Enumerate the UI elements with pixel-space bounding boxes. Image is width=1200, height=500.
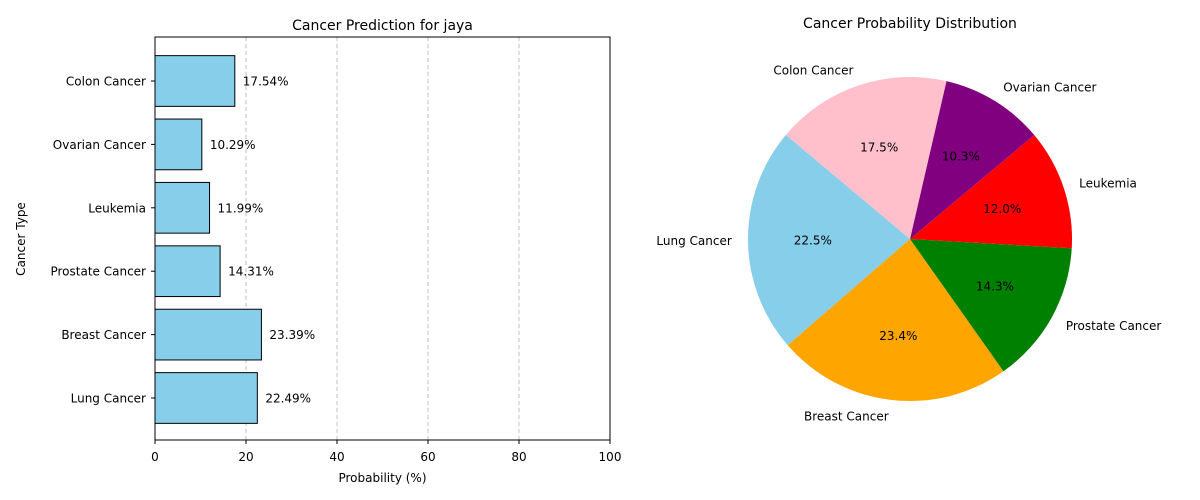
bar-mark [154,245,221,298]
bar-plot-frame [154,36,611,441]
pie-pct-label: 12.0% [983,202,1021,216]
pie-slice-label: Ovarian Cancer [1003,81,1096,95]
pie-pct-label: 14.3% [976,280,1014,294]
pie-slice [787,239,1004,402]
pie-slice-label: Lung Cancer [656,234,731,248]
pie-slice-label: Prostate Cancer [1066,319,1162,333]
pie-slice [748,134,910,346]
pie-slice [910,81,1035,240]
bar-value-label: 11.99% [218,201,264,215]
pie-slice-label: Colon Cancer [773,64,853,78]
bar-x-tick-label: 80 [511,450,526,464]
pie-chart-title: Cancer Probability Distribution [803,16,1017,32]
bar-value-labels: 22.49% 23.39% 14.31% 11.99% 10.29% 17.54% [210,75,315,406]
bar-y-axis-label: Cancer Type [14,202,28,276]
bar-x-tick-label: 20 [238,450,253,464]
pie-slice [910,239,1072,372]
bar-value-label: 23.39% [269,328,315,342]
bar-value-label: 17.54% [243,75,289,89]
bar-value-label: 14.31% [228,265,274,279]
bar-value-label: 10.29% [210,138,256,152]
bar-x-tick-label: 60 [420,450,435,464]
bar-y-tick-label: Lung Cancer [71,392,146,406]
bar-mark [154,118,203,171]
bar-x-ticks: 0 20 40 60 80 100 [151,440,621,464]
bar-x-tick-label: 0 [151,450,159,464]
bar-x-tick-label: 100 [599,450,622,464]
pie-slice-label: Leukemia [1079,176,1137,190]
bar-y-tick-label: Ovarian Cancer [53,138,146,152]
bar-y-tick-label: Leukemia [88,201,146,215]
bar-mark [154,308,262,361]
bar-value-label: 22.49% [265,392,311,406]
bar-chart: 0 20 40 60 80 100 Lung Cancer Breast Cancer Pro… [14,18,621,485]
pie-slices [748,77,1072,402]
pie-slice [785,77,947,239]
bar-y-tick-label: Breast Cancer [61,328,146,342]
bar-y-tick-label: Prostate Cancer [50,265,146,279]
bar-chart-title: Cancer Prediction for jaya [292,18,473,34]
bar-mark [154,181,211,234]
pie-pct-label: 23.4% [879,329,917,343]
pie-labels: 22.5% Lung Cancer 23.4% Breast Cancer 14.3% P… [656,64,1161,424]
bar-x-tick-label: 40 [329,450,344,464]
bar-x-axis-label: Probability (%) [338,471,426,485]
pie-pct-label: 10.3% [942,150,980,164]
pie-pct-label: 17.5% [860,140,898,154]
bar-mark [154,372,258,424]
bar-mark [154,55,236,107]
pie-pct-label: 22.5% [794,233,832,247]
pie-slice-label: Breast Cancer [804,409,889,423]
pie-slice [910,135,1072,249]
bar-grid [245,37,520,440]
pie-chart: Cancer Probability Distribution 22.5% Lun… [656,16,1161,423]
bar-y-tick-label: Colon Cancer [66,75,146,89]
bar-y-ticks: Lung Cancer Breast Cancer Prostate Cancer L… [50,75,155,406]
bar-marks [154,55,262,424]
